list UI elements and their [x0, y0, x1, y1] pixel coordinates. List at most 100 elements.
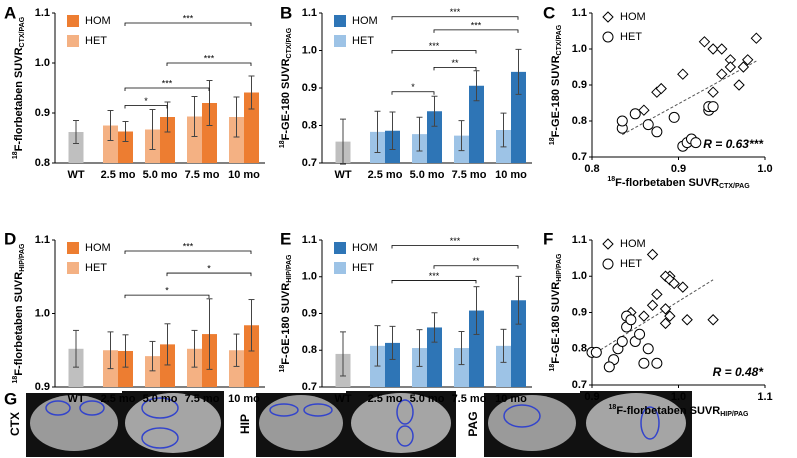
x-tick-label: 0.9: [671, 163, 686, 175]
significance-bracket: [433, 29, 519, 33]
significance-label: ***: [183, 13, 194, 23]
panel-letter: B: [280, 3, 292, 22]
bar: [511, 71, 526, 163]
brain: [30, 395, 118, 451]
bar: [244, 92, 259, 163]
point: [741, 54, 754, 66]
y-tick-label: 1.0: [302, 271, 317, 283]
significance-bracket: [391, 50, 477, 54]
point: [651, 357, 663, 369]
y-tick-label: 1.1: [572, 7, 587, 19]
x-tick-label: WT: [67, 393, 84, 405]
bar: [469, 310, 484, 387]
bar: [469, 85, 484, 163]
x-tick-label: 7.5 mo: [452, 169, 487, 181]
legend-swatch: [334, 35, 346, 47]
significance-label: **: [451, 58, 459, 68]
roi: [396, 399, 414, 425]
brain: [125, 393, 221, 453]
axis-title: 18F-florbetaben SUVRHIP/PAG: [12, 243, 26, 384]
bar: [229, 117, 244, 163]
axis-title-sup: 18: [549, 137, 556, 145]
x-tick-label: 1.0: [671, 391, 686, 403]
axis-title-sub: CTX/PAG: [719, 183, 750, 190]
panel-letter: C: [543, 3, 555, 22]
legend-swatch: [67, 35, 79, 47]
x-tick-label: 5.0 mo: [143, 169, 178, 181]
point: [638, 104, 650, 116]
bar: [427, 327, 442, 387]
correlation-label: R = 0.48*: [713, 365, 765, 379]
axis-title-main: F-GE-180 SUVR: [550, 282, 562, 364]
significance-bracket: [433, 66, 477, 71]
legend-marker: [602, 31, 614, 43]
region-label: HIP: [238, 414, 252, 434]
axis-title-sub: HIP/PAG: [19, 243, 26, 272]
panel-letter: D: [4, 229, 16, 248]
y-tick-label: 0.9: [572, 79, 587, 91]
legend-swatch: [67, 242, 79, 254]
y-tick-label: 1.1: [35, 234, 50, 246]
point: [634, 328, 646, 340]
bar: [68, 132, 84, 163]
axis-title-sup: 18: [12, 151, 19, 159]
roi: [141, 427, 179, 449]
significance-label: *: [207, 263, 211, 273]
x-tick-label: 2.5 mo: [101, 169, 136, 181]
point: [642, 343, 654, 355]
point: [642, 119, 654, 131]
point: [603, 361, 615, 373]
axis-title-sub: CTX/PAG: [556, 24, 563, 55]
point: [638, 310, 650, 322]
x-tick-label: 10 mo: [228, 169, 260, 181]
significance-label: ***: [450, 7, 461, 17]
significance-bracket: [391, 245, 519, 249]
point: [646, 248, 659, 261]
axis-title: 18F-florbetaben SUVRCTX/PAG: [607, 176, 750, 190]
bar: [145, 356, 160, 387]
axis-title-main: F-florbetaben SUVR: [615, 177, 719, 189]
legend-swatch: [334, 15, 346, 27]
legend-swatch: [334, 262, 346, 274]
axis-title: 18F-florbetaben SUVRHIP/PAG: [609, 404, 750, 418]
axis-title-sup: 18: [279, 140, 286, 148]
legend-label: HOM: [352, 15, 378, 27]
point: [737, 61, 750, 73]
significance-bracket: [391, 91, 435, 95]
point: [659, 317, 672, 330]
significance-label: ***: [183, 241, 194, 251]
legend-label: HOM: [85, 242, 111, 254]
point: [646, 299, 659, 311]
point: [707, 86, 719, 98]
y-tick-label: 1.1: [35, 7, 50, 19]
axis-title: 18F-GE-180 SUVRHIP/PAG: [279, 254, 293, 373]
bar: [160, 344, 175, 387]
axis-title: 18F-GE-180 SUVRCTX/PAG: [279, 27, 293, 148]
axis-title-sup: 18: [549, 364, 556, 372]
y-tick-label: 0.9: [302, 307, 317, 319]
panel-letter: A: [4, 3, 16, 22]
axis-title: 18F-GE-180 SUVRHIP/PAG: [549, 253, 563, 372]
significance-bracket: [124, 105, 168, 109]
region-label: PAG: [466, 411, 480, 436]
point: [625, 314, 637, 326]
axis-title-sup: 18: [607, 176, 615, 183]
axis-title-sup: 18: [279, 365, 286, 373]
x-tick-label: 5.0 mo: [410, 393, 445, 405]
y-tick-label: 1.1: [302, 234, 317, 246]
brain: [259, 395, 343, 451]
legend-label: HET: [85, 262, 107, 274]
point: [707, 101, 719, 113]
significance-bracket: [124, 294, 210, 299]
roi: [45, 400, 71, 416]
x-tick-label: 5.0 mo: [143, 393, 178, 405]
point: [590, 346, 602, 358]
significance-label: ***: [162, 78, 173, 88]
y-tick-label: 1.1: [572, 234, 587, 246]
bar: [511, 300, 526, 387]
significance-bracket: [433, 265, 519, 269]
x-tick-label: 7.5 mo: [185, 393, 220, 405]
axis-title-main: F-florbetaben SUVR: [616, 405, 720, 417]
